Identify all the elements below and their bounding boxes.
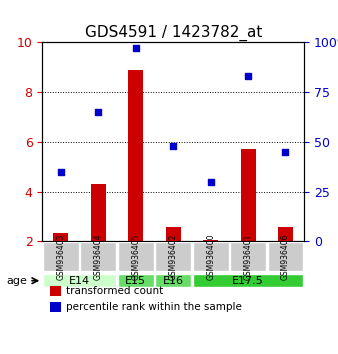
Text: E17.5: E17.5 [232,276,264,286]
FancyBboxPatch shape [155,242,191,271]
Text: GSM936400: GSM936400 [206,234,215,280]
Text: E14: E14 [69,276,90,286]
Text: GSM936402: GSM936402 [169,234,178,280]
Point [170,143,176,149]
Point [96,109,101,115]
Bar [203,240,218,241]
Text: age: age [6,276,27,286]
FancyBboxPatch shape [193,242,228,271]
Text: GSM936404: GSM936404 [94,234,103,280]
Bar [50,302,61,312]
FancyBboxPatch shape [193,274,304,287]
Bar [128,70,143,241]
Text: GSM936406: GSM936406 [281,234,290,280]
Text: transformed count: transformed count [66,286,163,296]
Point [283,149,288,155]
FancyBboxPatch shape [268,242,304,271]
Bar [166,227,181,241]
FancyBboxPatch shape [155,274,191,287]
Point [245,74,251,79]
Text: GSM936403: GSM936403 [56,234,66,280]
Bar [278,227,293,241]
Bar [50,286,61,296]
Point [58,169,64,175]
FancyBboxPatch shape [43,242,79,271]
FancyBboxPatch shape [80,242,116,271]
FancyBboxPatch shape [118,242,154,271]
FancyBboxPatch shape [118,274,154,287]
Bar [53,233,68,241]
FancyBboxPatch shape [230,242,266,271]
Point [208,179,213,184]
Text: GSM936401: GSM936401 [244,234,252,280]
Bar [91,184,106,241]
Text: E16: E16 [163,276,184,286]
Point [133,46,139,51]
Text: percentile rank within the sample: percentile rank within the sample [66,302,242,312]
Text: GSM936405: GSM936405 [131,234,140,280]
Title: GDS4591 / 1423782_at: GDS4591 / 1423782_at [84,25,262,41]
Bar [241,149,256,241]
Text: E15: E15 [125,276,146,286]
FancyBboxPatch shape [43,274,116,287]
